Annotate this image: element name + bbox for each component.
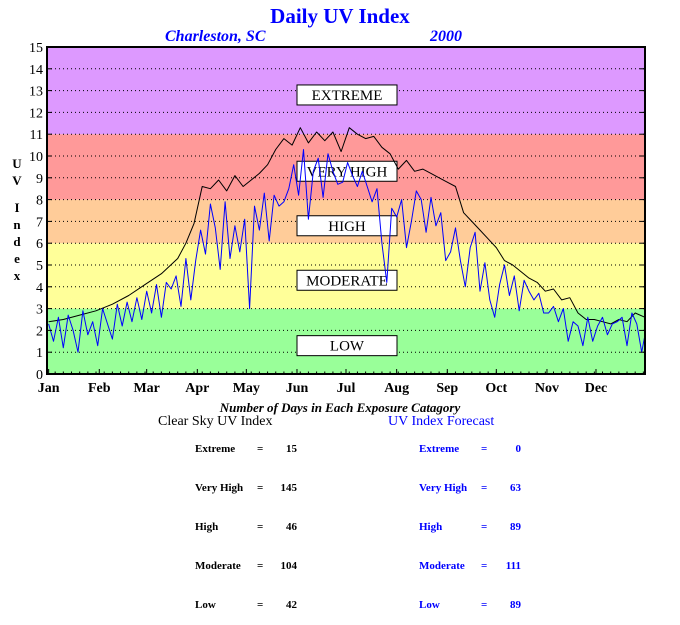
stats-equals: = (481, 443, 488, 455)
y-tick-label: 1 (36, 346, 43, 361)
stats-equals: = (481, 560, 488, 572)
clear-sky-stats-title: Clear Sky UV Index (158, 414, 273, 429)
forecast-stats-title: UV Index Forecast (388, 414, 495, 429)
y-axis-label-char: V (12, 173, 22, 188)
y-tick-label: 6 (36, 237, 43, 252)
x-tick-label: Aug (384, 381, 409, 396)
stats-value: 89 (510, 521, 521, 533)
stats-equals: = (481, 521, 488, 533)
stats-label: Very High (419, 482, 468, 494)
forecast-stats: UV Index Forecast Extreme = 0 Very High = 63… (388, 414, 521, 625)
y-tick-label: 0 (36, 368, 43, 383)
stats-equals: = (257, 443, 264, 455)
stats-equals: = (257, 482, 264, 494)
y-tick-label: 15 (29, 41, 43, 56)
y-tick-label: 9 (36, 172, 43, 187)
stats-value: 42 (286, 599, 297, 611)
stats-equals: = (257, 560, 264, 572)
stats-value: 0 (515, 443, 522, 455)
band-label-moderate: MODERATE (306, 273, 388, 289)
y-axis-label-char: I (14, 200, 19, 215)
x-tick-label: Dec (585, 381, 608, 396)
y-axis-label-char: U (12, 156, 22, 171)
stats-row: Extreme = 0 (388, 430, 521, 469)
x-tick-label: Jan (38, 381, 60, 396)
x-tick-label: Mar (133, 381, 159, 396)
y-tick-label: 4 (36, 281, 43, 296)
stats-label: Low (195, 599, 216, 611)
stats-row: Low = 89 (388, 586, 521, 625)
x-tick-label: May (233, 381, 260, 396)
x-tick-label: Jun (286, 381, 309, 396)
clear-sky-stats: Clear Sky UV Index Extreme = 15 Very High =… (158, 414, 297, 625)
band-label-box-extreme (296, 84, 398, 106)
series-line-forecast (48, 149, 646, 353)
y-tick-label: 8 (36, 194, 43, 209)
band-label-box-high (296, 215, 398, 237)
exposure-days-title: Number of Days in Each Exposure Catagory (219, 400, 461, 415)
chart-year: 2000 (429, 28, 462, 45)
band-label-low: LOW (330, 339, 365, 355)
stats-row: High = 46 (158, 508, 297, 547)
stats-equals: = (257, 521, 264, 533)
x-tick-label: Nov (535, 381, 559, 396)
y-tick-label: 14 (29, 63, 43, 78)
y-axis-label-char: x (14, 268, 21, 283)
band-label-box-low (296, 335, 398, 357)
stats-row: Very High = 63 (388, 469, 521, 508)
stats-row: Moderate = 104 (158, 547, 297, 586)
y-axis-label-char: e (14, 251, 20, 266)
stats-row: Extreme = 15 (158, 430, 297, 469)
stats-value: 46 (286, 521, 297, 533)
y-tick-label: 7 (36, 215, 43, 230)
y-tick-label: 13 (29, 85, 43, 100)
y-axis-label-char: n (13, 217, 21, 232)
stats-equals: = (481, 482, 488, 494)
stats-value: 104 (280, 560, 298, 572)
stats-value: 145 (280, 482, 298, 494)
chart-title: Daily UV Index (270, 4, 410, 28)
stats-row: Low = 42 (158, 586, 297, 625)
y-tick-label: 2 (36, 324, 43, 339)
stats-value: 15 (286, 443, 297, 455)
stats-equals: = (257, 599, 264, 611)
stats-label: Very High (195, 482, 244, 494)
x-tick-label: Feb (88, 381, 111, 396)
band-label-extreme: EXTREME (312, 88, 383, 104)
stats-value: 89 (510, 599, 521, 611)
y-tick-label: 11 (30, 128, 43, 143)
stats-label: High (419, 521, 443, 533)
stats-label: Extreme (195, 443, 236, 455)
chart-location: Charleston, SC (165, 28, 266, 45)
band-label-box-very-high (296, 160, 398, 182)
x-tick-label: Sep (436, 381, 458, 396)
stats-row: Very High = 145 (158, 469, 297, 508)
stats-row: Moderate = 111 (388, 547, 521, 586)
y-tick-label: 10 (29, 150, 43, 165)
stats-label: Moderate (195, 560, 241, 572)
y-tick-label: 12 (29, 106, 43, 121)
x-tick-label: Oct (485, 381, 507, 396)
stats-row: High = 89 (388, 508, 521, 547)
y-axis-label-char: d (13, 234, 21, 249)
stats-equals: = (481, 599, 488, 611)
x-tick-label: Jul (337, 381, 356, 396)
band-label-box-moderate (296, 269, 398, 291)
stats-label: Low (419, 599, 440, 611)
series-line-clear-sky (48, 127, 646, 325)
x-tick-label: Apr (185, 381, 209, 396)
band-label-high: HIGH (328, 219, 366, 235)
stats-label: Moderate (419, 560, 465, 572)
y-tick-label: 3 (36, 303, 43, 318)
stats-label: Extreme (419, 443, 460, 455)
stats-label: High (195, 521, 219, 533)
y-tick-label: 5 (36, 259, 43, 274)
stats-value: 111 (505, 560, 521, 572)
stats-value: 63 (510, 482, 521, 494)
